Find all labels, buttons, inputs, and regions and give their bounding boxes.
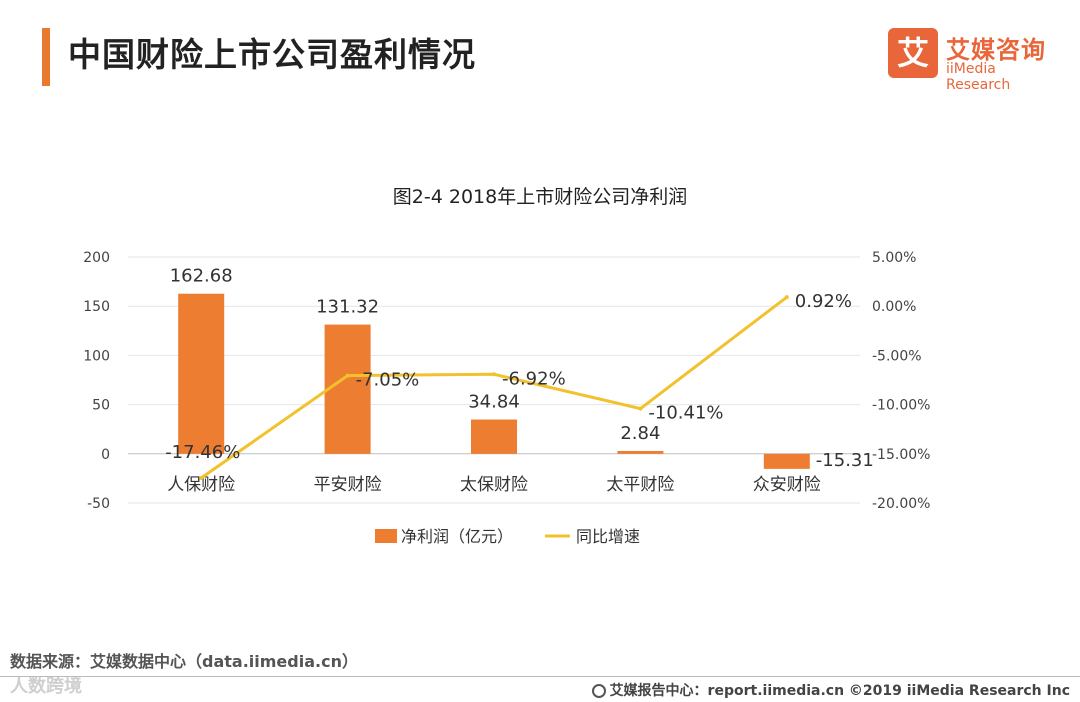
x-tick-label: 太保财险	[460, 475, 528, 495]
y-left-tick-label: 100	[83, 348, 110, 364]
legend-bar-label: 净利润（亿元）	[401, 527, 513, 546]
y-left-tick-label: 150	[83, 299, 110, 315]
legend-line-label: 同比增速	[576, 527, 640, 546]
growth-point	[199, 476, 204, 481]
bar-data-label: 162.68	[170, 266, 233, 287]
y-right-tick-label: -20.00%	[872, 496, 930, 512]
x-tick-label: 众安财险	[753, 475, 821, 495]
globe-icon	[591, 684, 606, 698]
bar-data-label: 34.84	[468, 392, 520, 413]
line-data-label: 0.92%	[795, 291, 852, 312]
line-data-label: -10.41%	[648, 403, 723, 424]
page-title: 中国财险上市公司盈利情况	[68, 35, 476, 74]
logo-name-en: iiMedia Research	[946, 61, 1011, 93]
chart-title: 图2-4 2018年上市财险公司净利润	[392, 186, 688, 208]
growth-point	[345, 373, 350, 378]
footer-text: 艾媒报告中心：report.iimedia.cn ©2019 iiMedia R…	[609, 683, 1070, 699]
bar-data-label: 131.32	[316, 297, 379, 318]
y-left-tick-label: 50	[92, 398, 110, 414]
bar	[178, 293, 225, 454]
title-accent-bar	[42, 28, 50, 86]
logo-name-cn: 艾媒咨询	[946, 36, 1046, 64]
logo-mark-icon: 艾	[888, 28, 938, 78]
bar	[471, 419, 517, 454]
watermark: 人数跨境	[10, 676, 82, 697]
y-left-tick-label: 200	[83, 250, 110, 266]
bar-data-label: 2.84	[620, 423, 660, 444]
y-left-tick-label: 0	[101, 447, 110, 463]
y-right-tick-label: -5.00%	[872, 348, 922, 364]
line-data-label: -17.46%	[165, 442, 240, 463]
data-source: 数据来源：艾媒数据中心（data.iimedia.cn）	[10, 652, 358, 671]
growth-point	[784, 295, 789, 300]
footer-divider	[0, 676, 1080, 677]
y-left-tick-label: -50	[87, 496, 110, 512]
y-right-tick-label: 5.00%	[872, 250, 916, 266]
brand-logo: 艾 艾媒咨询 iiMedia Research	[888, 28, 1058, 93]
footer: 艾媒报告中心：report.iimedia.cn ©2019 iiMedia R…	[591, 680, 1070, 700]
bar	[617, 451, 664, 454]
x-tick-label: 人保财险	[167, 475, 235, 495]
y-right-tick-label: -10.00%	[872, 398, 930, 414]
legend-bar-swatch	[375, 529, 397, 543]
bar	[324, 324, 371, 454]
growth-point	[492, 372, 496, 377]
bar-data-label: -15.31	[816, 450, 874, 471]
x-tick-label: 平安财险	[314, 475, 382, 495]
y-right-tick-label: -15.00%	[872, 447, 930, 463]
line-data-label: -6.92%	[502, 368, 566, 389]
x-tick-label: 太平财险	[606, 475, 674, 495]
line-data-label: -7.05%	[356, 370, 420, 391]
growth-point	[638, 406, 643, 411]
bar	[763, 453, 810, 469]
y-right-tick-label: 0.00%	[872, 299, 916, 315]
